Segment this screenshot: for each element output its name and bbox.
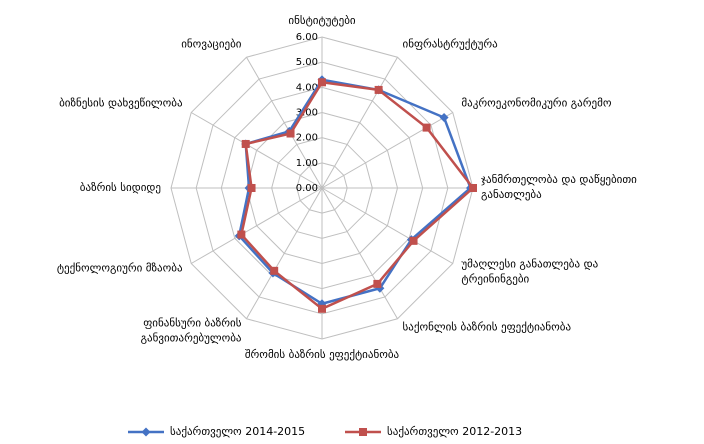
y-tick-label: 0.00 — [296, 183, 318, 194]
data-point — [237, 230, 246, 239]
data-point — [373, 279, 382, 288]
data-point — [374, 85, 383, 94]
data-point — [439, 113, 449, 123]
category-label: ბაზრის სიდიდე — [80, 181, 161, 194]
legend-label: საქართველო 2012-2013 — [387, 425, 522, 438]
y-tick-label: 2.00 — [296, 133, 318, 144]
data-point — [270, 266, 279, 275]
data-point — [241, 139, 250, 148]
category-label: ინსტიტუტები — [288, 14, 355, 27]
category-label: ინოვაციები — [181, 38, 242, 51]
category-label: შრომის ბაზრის ეფექტიანობა — [245, 348, 400, 361]
category-label: ფინანსური ბაზრის განვითარებულობა — [141, 316, 242, 344]
spoke — [321, 187, 454, 264]
legend-label: საქართველო 2014-2015 — [170, 425, 305, 438]
legend-marker — [141, 427, 151, 437]
category-label: ინფრასტრუქტურა — [403, 38, 499, 51]
spoke — [190, 187, 323, 264]
y-tick-label: 5.00 — [296, 57, 318, 68]
data-point — [409, 236, 418, 245]
data-point — [318, 304, 326, 313]
data-point — [469, 184, 477, 192]
spoke — [321, 56, 398, 189]
y-tick-label: 1.00 — [296, 158, 318, 169]
y-tick-label: 4.00 — [296, 82, 318, 93]
spoke — [246, 187, 323, 320]
spoke — [321, 187, 398, 320]
y-tick-label: 6.00 — [296, 32, 318, 43]
data-point — [247, 184, 256, 192]
data-point — [422, 123, 431, 132]
category-label: ჯანმრთელობა და დაწყებითი განათლება — [481, 173, 637, 201]
spoke — [190, 112, 323, 189]
spoke — [321, 112, 454, 189]
category-label: ტექნოლოგიური მზაობა — [57, 262, 183, 275]
legend-marker — [359, 428, 367, 436]
data-point — [286, 129, 295, 138]
category-label: უმაღლესი განათლება და ტრეინინგები — [461, 258, 598, 286]
spoke — [246, 56, 323, 189]
category-label: მაკროეკონომიკური გარემო — [461, 97, 611, 110]
category-label: ბიზნესის დახვეწილობა — [59, 97, 183, 110]
y-tick-label: 3.00 — [296, 108, 318, 119]
category-label: საქონლის ბაზრის ეფექტიანობა — [403, 320, 572, 333]
data-point — [318, 78, 326, 87]
